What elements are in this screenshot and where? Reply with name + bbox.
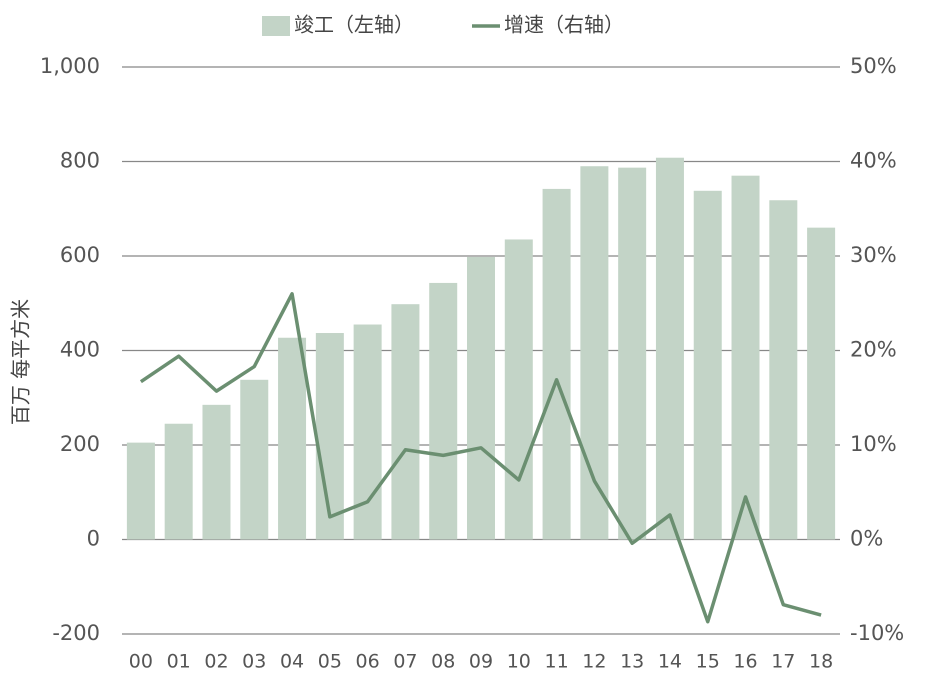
y2-tick-label: -10% <box>850 621 904 645</box>
x-tick-label: 10 <box>507 651 531 673</box>
bar <box>693 190 722 540</box>
x-tick-label: 15 <box>696 651 720 673</box>
bar <box>240 379 269 540</box>
x-tick-label: 02 <box>204 651 228 673</box>
y-tick-label: 0 <box>87 527 100 551</box>
bar <box>315 333 344 540</box>
y2-tick-label: 20% <box>850 338 897 362</box>
y-tick-label: 600 <box>60 243 100 267</box>
bar <box>504 239 533 540</box>
y-tick-label: 1,000 <box>40 54 100 78</box>
bar <box>731 175 760 540</box>
x-tick-label: 05 <box>318 651 342 673</box>
bar <box>807 227 836 540</box>
y2-tick-label: 10% <box>850 432 897 456</box>
bar <box>769 200 798 540</box>
x-tick-label: 01 <box>167 651 191 673</box>
y2-tick-label: 30% <box>850 243 897 267</box>
y-axis-title: 百万 每平方米 <box>9 299 33 425</box>
y-tick-label: -200 <box>52 621 100 645</box>
x-tick-label: 03 <box>242 651 266 673</box>
bar <box>618 167 647 540</box>
bar <box>542 188 571 540</box>
y-tick-label: 400 <box>60 338 100 362</box>
x-tick-label: 04 <box>280 651 304 673</box>
bar <box>126 442 155 540</box>
x-tick-label: 07 <box>393 651 417 673</box>
x-tick-label: 09 <box>469 651 493 673</box>
bar <box>467 256 495 540</box>
y-tick-label: 200 <box>60 432 100 456</box>
y2-tick-label: 40% <box>850 149 897 173</box>
x-tick-label: 13 <box>620 651 644 673</box>
bar <box>164 423 193 540</box>
x-tick-label: 08 <box>431 651 455 673</box>
x-tick-label: 11 <box>544 651 568 673</box>
legend-label: 增速（右轴） <box>504 13 624 37</box>
bar <box>391 304 420 540</box>
y2-tick-label: 0% <box>850 527 883 551</box>
x-tick-label: 06 <box>356 651 380 673</box>
bar <box>655 157 684 540</box>
x-tick-label: 16 <box>733 651 757 673</box>
legend-swatch <box>262 16 290 36</box>
bar <box>202 404 231 540</box>
legend-label: 竣工（左轴） <box>294 13 414 37</box>
x-tick-label: 12 <box>582 651 606 673</box>
line <box>139 292 822 624</box>
x-tick-label: 00 <box>129 651 153 673</box>
y-tick-label: 800 <box>60 149 100 173</box>
bar <box>278 337 307 540</box>
y2-tick-label: 50% <box>850 54 897 78</box>
x-tick-label: 17 <box>771 651 795 673</box>
x-tick-label: 14 <box>658 651 682 673</box>
x-tick-label: 18 <box>809 651 833 673</box>
bar <box>429 282 458 540</box>
